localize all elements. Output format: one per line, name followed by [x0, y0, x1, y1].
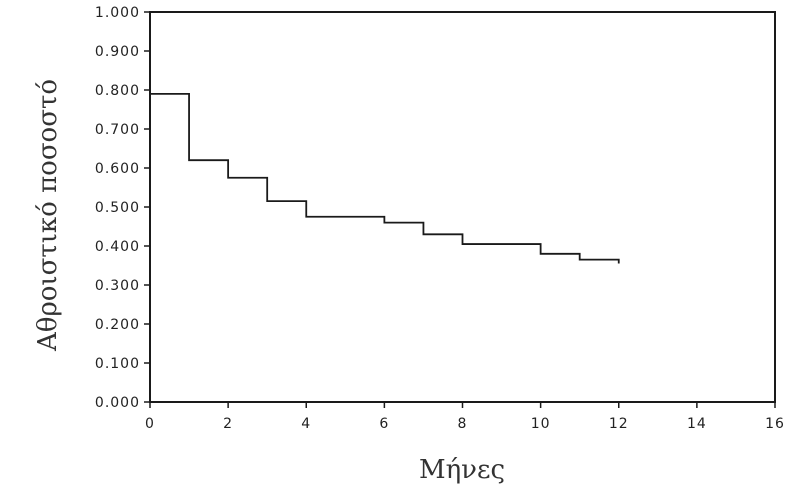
x-tick-label: 10 — [531, 416, 551, 432]
y-tick-label: 0.000 — [95, 395, 140, 411]
series-line — [150, 93, 620, 264]
x-tick-label: 12 — [609, 416, 629, 432]
y-tick-label: 0.500 — [95, 200, 140, 216]
y-tick-label: 0.900 — [95, 44, 140, 60]
x-tick-label: 8 — [458, 416, 468, 432]
x-tick-label: 2 — [223, 416, 233, 432]
x-tick-label: 0 — [145, 416, 155, 432]
plot-frame — [149, 11, 776, 403]
y-tick-label: 1.000 — [95, 5, 140, 21]
y-tick-label: 0.300 — [95, 278, 140, 294]
x-tick-label: 4 — [301, 416, 311, 432]
x-axis-ticks: 0 2 4 6 8 10 12 14 16 — [145, 402, 785, 432]
x-tick-label: 6 — [379, 416, 389, 432]
x-axis-title: Μήνες — [419, 455, 505, 485]
y-tick-label: 0.100 — [95, 356, 140, 372]
y-tick-label: 0.700 — [95, 122, 140, 138]
y-tick-label: 0.800 — [95, 83, 140, 99]
y-tick-label: 0.400 — [95, 239, 140, 255]
y-axis-title: Αθροιστικό ποσοστό — [33, 79, 63, 352]
y-tick-label: 0.200 — [95, 317, 140, 333]
x-tick-label: 14 — [687, 416, 707, 432]
y-tick-label: 0.600 — [95, 161, 140, 177]
x-tick-label: 16 — [765, 416, 785, 432]
series-layer — [149, 93, 620, 264]
y-axis-ticks: 0.000 0.100 0.200 0.300 0.400 0.500 0.600 0.700… — [95, 5, 150, 411]
